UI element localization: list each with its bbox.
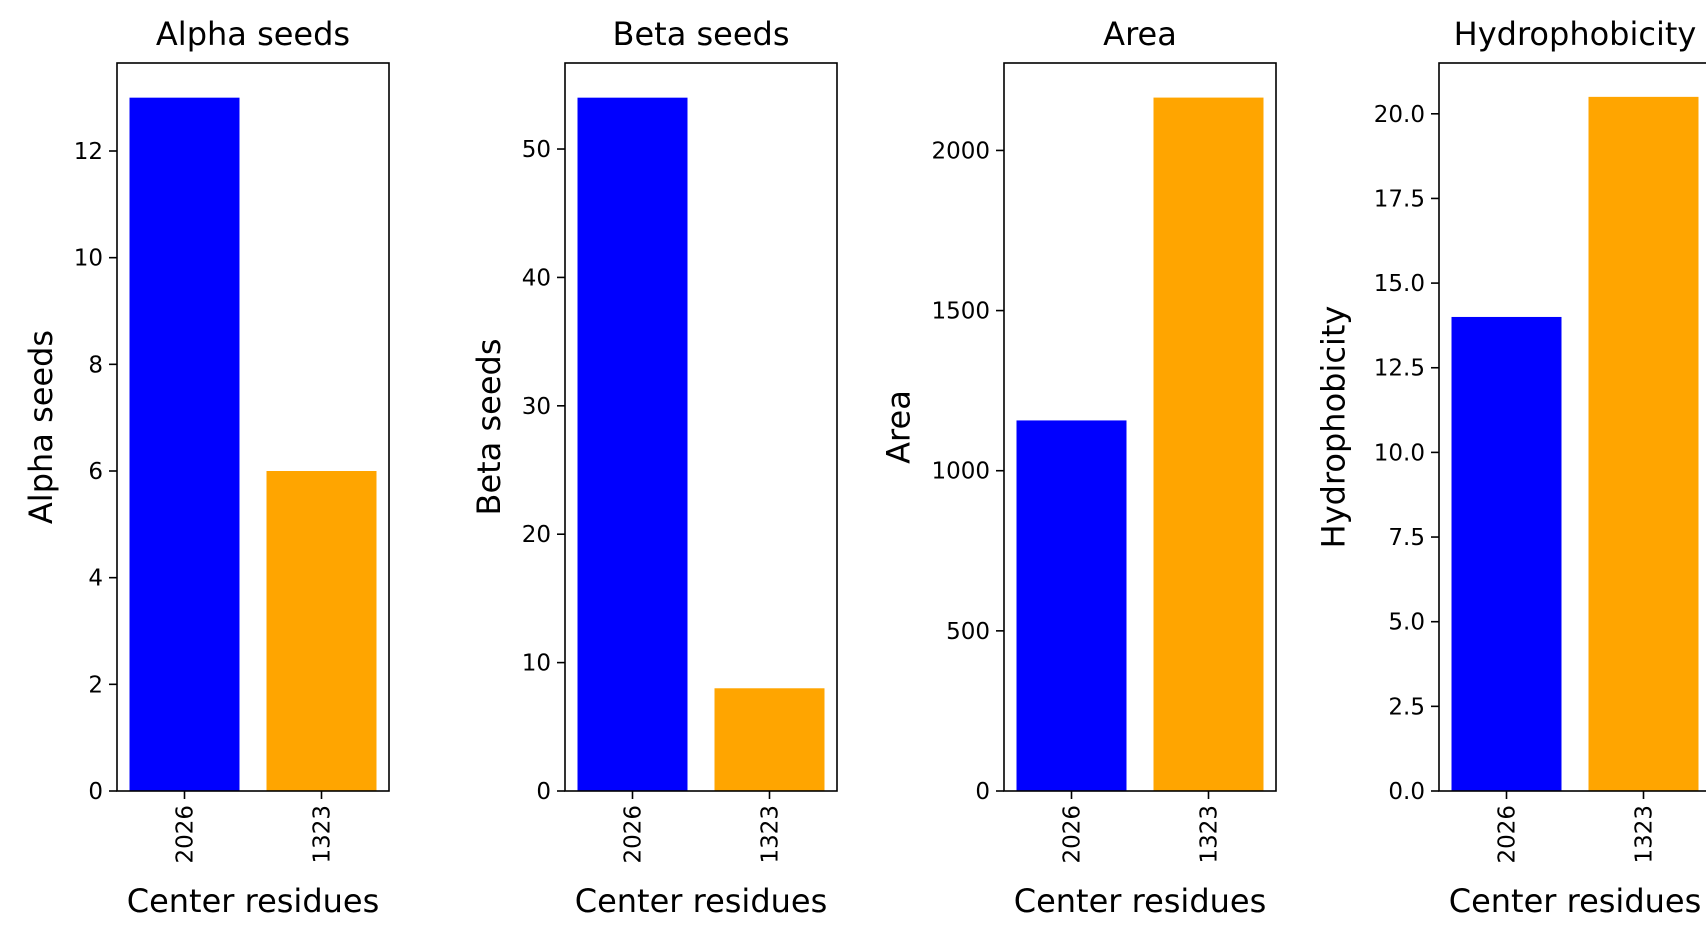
x-tick-label: 1323 [1632,805,1658,864]
chart-title: Area [1103,15,1177,53]
y-tick-label: 4 [88,566,103,592]
bar-2026 [1451,316,1562,791]
y-tick-label: 1500 [931,299,990,325]
bar-2026 [1016,420,1127,791]
subplot-beta-seeds: Beta seeds Beta seeds Center residues 0 1… [470,15,838,920]
x-tick-label: 2026 [621,805,647,864]
y-tick-label: 1000 [931,459,990,485]
y-tick-label: 50 [522,137,551,163]
y-tick-label: 8 [88,352,103,378]
x-tick-label: 2026 [1495,805,1521,864]
x-axis-label: Center residues [127,882,380,920]
x-tick-label: 1323 [1197,805,1223,864]
y-tick-label: 20 [522,522,551,548]
y-tick-label: 40 [522,265,551,291]
x-axis-label: Center residues [575,882,828,920]
y-tick-label: 12.5 [1374,356,1425,382]
bar-1323 [714,688,825,791]
plot-frame [564,62,838,792]
y-tick-label: 2 [88,672,103,698]
y-tick-label: 6 [88,459,103,485]
y-tick-label: 10 [74,246,103,272]
y-axis-label: Area [880,390,918,464]
x-axis-label: Center residues [1014,882,1267,920]
x-tick-label: 2026 [173,805,199,864]
y-tick-label: 7.5 [1388,525,1425,551]
chart-title: Beta seeds [613,15,790,53]
y-tick-label: 500 [946,619,990,645]
y-tick-label: 10 [522,651,551,677]
subplot-area: Area Area Center residues 0 500 1000 1500 20… [880,15,1277,920]
plot-frame [1003,62,1277,792]
y-tick-label: 0.0 [1388,779,1425,805]
bar-1323 [266,471,377,791]
bar-2026 [129,97,240,791]
y-axis-label: Beta seeds [470,339,508,516]
y-axis-label: Alpha seeds [22,330,60,524]
x-axis-label: Center residues [1449,882,1702,920]
x-tick-label: 1323 [310,805,336,864]
y-tick-label: 5.0 [1388,610,1425,636]
plot-frame [1438,62,1706,792]
y-tick-label: 17.5 [1374,186,1425,212]
y-tick-label: 0 [975,779,990,805]
bar-2026 [577,97,688,791]
y-tick-label: 20.0 [1374,102,1425,128]
y-tick-label: 12 [74,139,103,165]
subplot-alpha-seeds: Alpha seeds Alpha seeds Center residues … [22,15,390,920]
subplot-hydrophobicity: Hydrophobicity Hydrophobicity Center res… [1315,15,1706,920]
y-tick-label: 0 [88,779,103,805]
y-tick-label: 0 [536,779,551,805]
y-tick-label: 2000 [931,138,990,164]
y-tick-label: 2.5 [1388,694,1425,720]
y-tick-label: 10.0 [1374,440,1425,466]
y-axis-label: Hydrophobicity [1315,306,1353,549]
x-tick-label: 1323 [758,805,784,864]
bar-1323 [1153,97,1264,792]
plot-frame [116,62,390,792]
chart-title: Alpha seeds [156,15,350,53]
y-tick-label: 15.0 [1374,271,1425,297]
y-tick-label: 30 [522,394,551,420]
bar-1323 [1588,96,1699,791]
x-tick-label: 2026 [1060,805,1086,864]
chart-title: Hydrophobicity [1454,15,1697,53]
